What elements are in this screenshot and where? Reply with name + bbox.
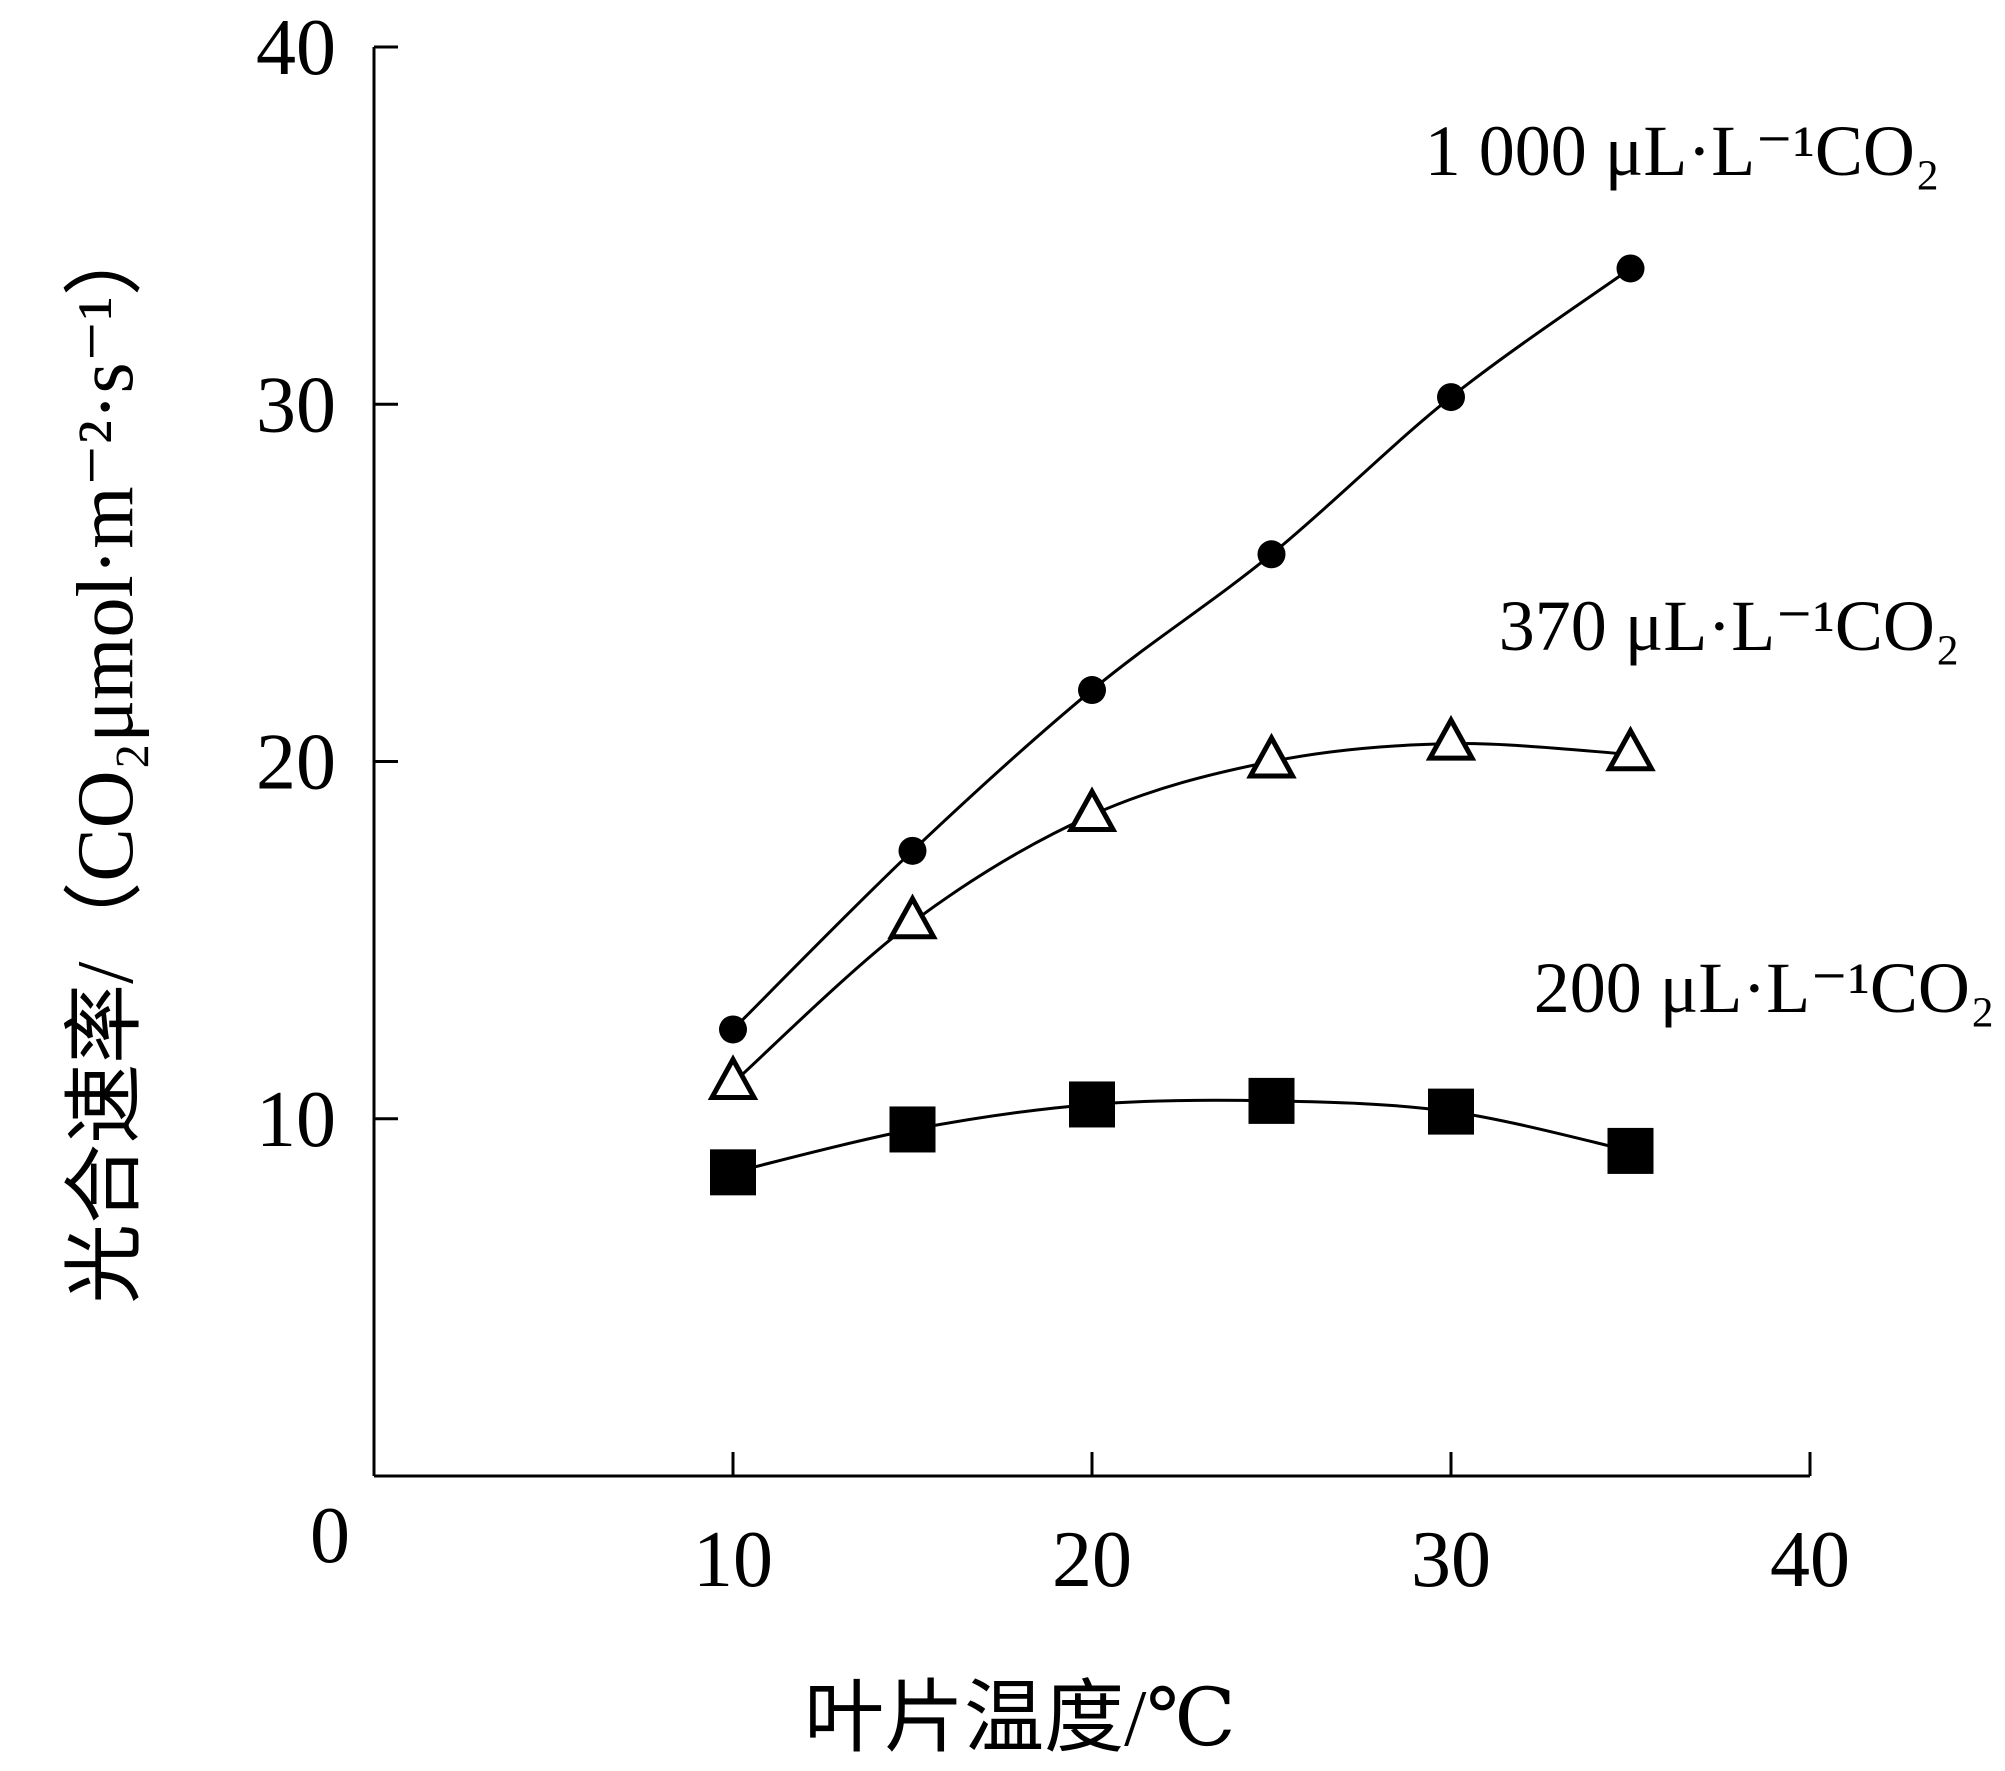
- x-tick-label: 10: [693, 1516, 773, 1604]
- y-tick-label: 30: [256, 361, 336, 449]
- data-point-square: [1607, 1127, 1654, 1174]
- x-tick-label: 40: [1770, 1516, 1850, 1604]
- series-markers: [707, 254, 1656, 1196]
- data-point-circle: [898, 836, 927, 865]
- data-point-triangle: [1425, 714, 1477, 761]
- y-tick-label: 10: [256, 1076, 336, 1164]
- y-axis-title: 光合速率/（CO₂μmol·m⁻²·s⁻¹）: [62, 216, 150, 1304]
- series-label-1000: 1 000 μL·L⁻¹CO₂: [1425, 111, 1940, 191]
- data-point-triangle: [707, 1054, 759, 1100]
- data-point-triangle: [887, 893, 938, 940]
- data-point-triangle: [1605, 725, 1656, 772]
- data-point-triangle: [1066, 786, 1118, 833]
- x-axis-title: 叶片温度/℃: [804, 1675, 1236, 1763]
- y-tick-label: 20: [256, 719, 336, 807]
- data-point-triangle: [1246, 732, 1297, 779]
- data-point-circle: [719, 1015, 747, 1044]
- axes: [372, 47, 1810, 1478]
- data-point-square: [710, 1149, 756, 1196]
- x-tick-label: 20: [1052, 1516, 1132, 1604]
- data-point-square: [1428, 1088, 1474, 1135]
- axis-ticks: 10 20 30 40 10 20 30 40: [256, 4, 1850, 1604]
- y-tick-label: 40: [256, 4, 336, 92]
- series-line-2: [732, 1098, 1631, 1174]
- data-point-circle: [1078, 676, 1106, 705]
- data-point-circle: [1437, 383, 1465, 412]
- x-tick-label: 30: [1411, 1516, 1491, 1604]
- series-line-1: [731, 742, 1631, 1085]
- series-label-200: 200 μL·L⁻¹CO₂: [1534, 948, 1995, 1028]
- series-curves: [731, 267, 1632, 1174]
- data-point-circle: [1257, 540, 1286, 569]
- origin-label: 0: [310, 1492, 350, 1580]
- series-line-0: [731, 267, 1632, 1031]
- data-point-square: [889, 1106, 936, 1153]
- data-point-circle: [1616, 254, 1645, 283]
- data-point-square: [1069, 1081, 1115, 1128]
- series-label-370: 370 μL·L⁻¹CO₂: [1499, 586, 1960, 666]
- data-point-square: [1248, 1077, 1295, 1124]
